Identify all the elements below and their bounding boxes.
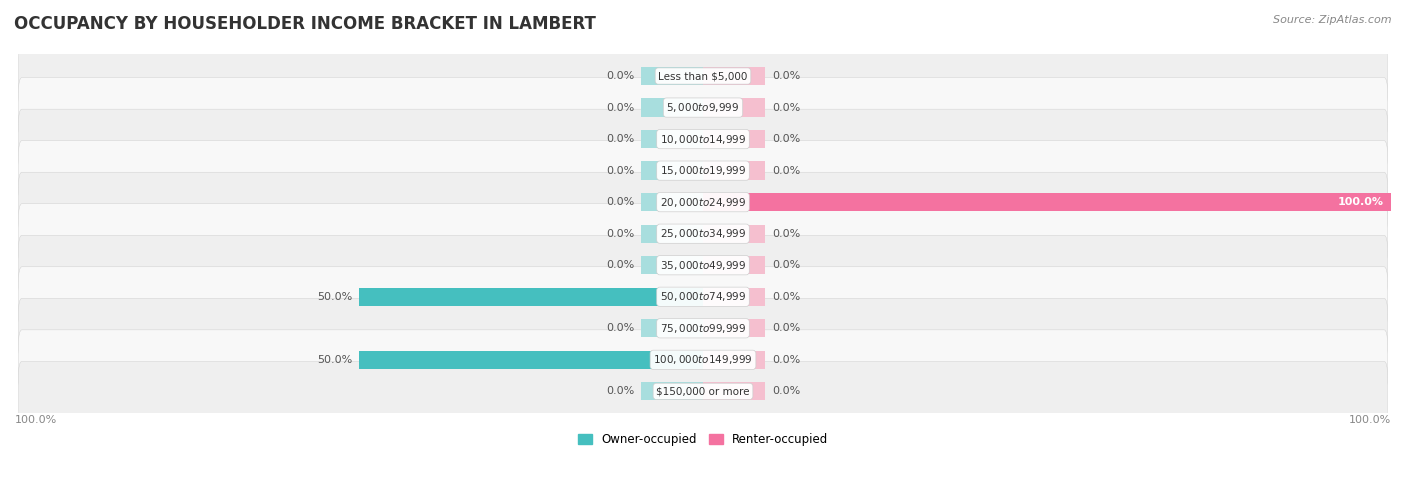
Text: OCCUPANCY BY HOUSEHOLDER INCOME BRACKET IN LAMBERT: OCCUPANCY BY HOUSEHOLDER INCOME BRACKET …	[14, 15, 596, 33]
Text: 0.0%: 0.0%	[772, 166, 800, 176]
Bar	[641, 67, 703, 85]
Text: 0.0%: 0.0%	[772, 229, 800, 239]
Bar	[703, 130, 765, 148]
Text: 0.0%: 0.0%	[772, 260, 800, 270]
FancyBboxPatch shape	[18, 299, 1388, 358]
Bar	[359, 288, 703, 306]
Text: 100.0%: 100.0%	[1339, 197, 1384, 207]
Text: 0.0%: 0.0%	[606, 386, 634, 396]
Text: 0.0%: 0.0%	[606, 229, 634, 239]
Bar	[641, 319, 703, 337]
Text: 0.0%: 0.0%	[606, 134, 634, 144]
Text: $35,000 to $49,999: $35,000 to $49,999	[659, 259, 747, 272]
FancyBboxPatch shape	[18, 361, 1388, 421]
Text: 0.0%: 0.0%	[606, 166, 634, 176]
Text: $15,000 to $19,999: $15,000 to $19,999	[659, 164, 747, 177]
Text: 50.0%: 50.0%	[316, 292, 352, 302]
Text: $75,000 to $99,999: $75,000 to $99,999	[659, 322, 747, 335]
Text: 0.0%: 0.0%	[606, 197, 634, 207]
Text: 50.0%: 50.0%	[316, 355, 352, 365]
Bar	[703, 162, 765, 180]
Text: 0.0%: 0.0%	[772, 355, 800, 365]
Text: 100.0%: 100.0%	[1348, 415, 1391, 425]
Text: 0.0%: 0.0%	[606, 323, 634, 333]
Bar	[703, 256, 765, 274]
Text: $150,000 or more: $150,000 or more	[657, 386, 749, 396]
Bar	[703, 67, 765, 85]
Text: $20,000 to $24,999: $20,000 to $24,999	[659, 196, 747, 208]
Text: 100.0%: 100.0%	[15, 415, 58, 425]
FancyBboxPatch shape	[18, 172, 1388, 232]
Bar	[703, 288, 765, 306]
Text: $100,000 to $149,999: $100,000 to $149,999	[654, 354, 752, 366]
Text: Source: ZipAtlas.com: Source: ZipAtlas.com	[1274, 15, 1392, 25]
Bar	[641, 225, 703, 243]
Text: $25,000 to $34,999: $25,000 to $34,999	[659, 227, 747, 240]
Bar	[703, 351, 765, 369]
FancyBboxPatch shape	[18, 204, 1388, 263]
Text: 0.0%: 0.0%	[606, 71, 634, 81]
Bar	[703, 382, 765, 400]
Bar	[641, 98, 703, 117]
Bar	[359, 351, 703, 369]
Bar	[703, 98, 765, 117]
Bar	[641, 162, 703, 180]
FancyBboxPatch shape	[18, 77, 1388, 137]
Bar	[703, 225, 765, 243]
Text: 0.0%: 0.0%	[772, 71, 800, 81]
FancyBboxPatch shape	[18, 46, 1388, 106]
FancyBboxPatch shape	[18, 141, 1388, 201]
Text: $50,000 to $74,999: $50,000 to $74,999	[659, 290, 747, 303]
Text: 0.0%: 0.0%	[772, 292, 800, 302]
Text: 0.0%: 0.0%	[606, 103, 634, 112]
Text: 0.0%: 0.0%	[772, 103, 800, 112]
FancyBboxPatch shape	[18, 267, 1388, 327]
Bar	[641, 382, 703, 400]
FancyBboxPatch shape	[18, 330, 1388, 390]
Bar	[641, 130, 703, 148]
Bar	[641, 193, 703, 211]
Bar	[641, 256, 703, 274]
Text: $5,000 to $9,999: $5,000 to $9,999	[666, 101, 740, 114]
Text: 0.0%: 0.0%	[606, 260, 634, 270]
FancyBboxPatch shape	[18, 109, 1388, 169]
Text: 0.0%: 0.0%	[772, 134, 800, 144]
Text: Less than $5,000: Less than $5,000	[658, 71, 748, 81]
Text: 0.0%: 0.0%	[772, 386, 800, 396]
Text: 0.0%: 0.0%	[772, 323, 800, 333]
Legend: Owner-occupied, Renter-occupied: Owner-occupied, Renter-occupied	[572, 428, 834, 450]
Bar	[703, 319, 765, 337]
FancyBboxPatch shape	[18, 235, 1388, 295]
Bar	[703, 193, 1391, 211]
Text: $10,000 to $14,999: $10,000 to $14,999	[659, 132, 747, 146]
